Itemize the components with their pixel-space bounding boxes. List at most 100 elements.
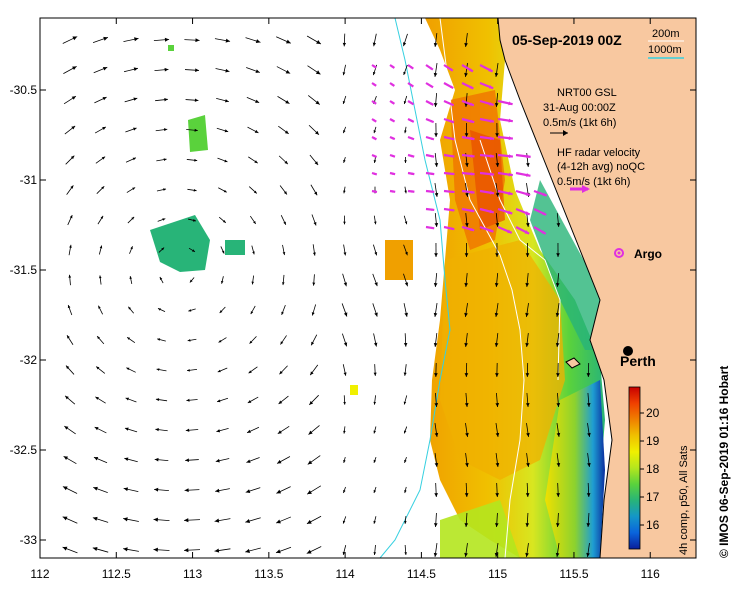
model-vector-arrow bbox=[245, 487, 261, 493]
model-vector-arrow bbox=[68, 274, 72, 286]
model-vector-arrow bbox=[215, 458, 230, 463]
model-vector-arrow bbox=[62, 516, 78, 524]
hf-radar-arrow bbox=[407, 100, 415, 106]
model-vector-arrow bbox=[184, 68, 200, 73]
model-vector-arrow bbox=[373, 126, 377, 134]
sst-offshore-patches bbox=[150, 45, 245, 272]
model-vector-arrow bbox=[403, 364, 407, 376]
model-vector-arrow bbox=[98, 275, 102, 285]
hf-radar-arrow bbox=[461, 153, 475, 158]
map-title: 05-Sep-2019 00Z bbox=[512, 32, 622, 48]
hf-radar-arrow bbox=[425, 82, 434, 89]
model-vector-arrow bbox=[495, 152, 500, 168]
model-vector-arrow bbox=[127, 216, 135, 224]
model-vector-arrow bbox=[433, 512, 438, 528]
hf-radar-arrow bbox=[533, 208, 547, 216]
model-vector-arrow bbox=[123, 67, 139, 73]
model-vector-arrow bbox=[404, 456, 407, 464]
hf-radar-arrow bbox=[371, 100, 377, 105]
model-vector-arrow bbox=[434, 362, 438, 378]
model-vector-arrow bbox=[494, 303, 499, 317]
hf-radar-arrow bbox=[389, 118, 396, 123]
model-vector-arrow bbox=[188, 247, 196, 253]
model-vector-arrow bbox=[217, 157, 228, 163]
model-vector-arrow bbox=[185, 98, 199, 102]
model-vector-arrow bbox=[308, 124, 320, 136]
model-vector-arrow bbox=[184, 38, 200, 43]
y-tick-label: -31.5 bbox=[10, 263, 38, 277]
model-vector-arrow bbox=[312, 244, 316, 256]
model-vector-arrow bbox=[158, 247, 165, 253]
model-vector-arrow bbox=[123, 517, 139, 522]
model-vector-arrow bbox=[186, 158, 198, 162]
model-vector-arrow bbox=[311, 214, 317, 226]
model-vector-arrow bbox=[404, 516, 407, 524]
x-tick-label: 115.5 bbox=[559, 567, 588, 581]
model-vector-arrow bbox=[312, 274, 316, 286]
model-vector-arrow bbox=[587, 453, 591, 467]
hf-radar-arrow bbox=[461, 207, 475, 213]
hf-radar-arrow bbox=[461, 64, 474, 73]
model-vector-arrow bbox=[403, 273, 409, 287]
model-vector-arrow bbox=[372, 303, 378, 317]
model-vector-arrow bbox=[586, 482, 591, 498]
hf-radar-arrow bbox=[461, 117, 475, 124]
model-vector-arrow bbox=[404, 186, 407, 194]
model-vector-arrow bbox=[95, 366, 106, 374]
model-vector-arrow bbox=[156, 158, 167, 162]
hf-radar-arrow bbox=[443, 153, 455, 158]
credit-text: © IMOS 06-Sep-2019 01:16 Hobart bbox=[717, 366, 731, 558]
hf-radar-vectors bbox=[371, 64, 548, 235]
hf-radar-arrow bbox=[479, 81, 494, 90]
model-vector-arrow bbox=[65, 155, 75, 165]
model-vector-arrow bbox=[278, 155, 289, 165]
hf-radar-arrow bbox=[371, 171, 378, 176]
model-vector-arrow bbox=[404, 156, 407, 164]
model-vector-arrow bbox=[525, 392, 530, 408]
model-vector-arrow bbox=[215, 68, 230, 73]
model-vector-arrow bbox=[280, 335, 287, 345]
model-vector-arrow bbox=[123, 487, 139, 493]
model-vector-arrow bbox=[97, 305, 104, 315]
hf-radar-arrow bbox=[443, 225, 455, 231]
x-tick-label: 115 bbox=[488, 567, 507, 581]
y-tick-label: -30.5 bbox=[10, 83, 38, 97]
hf-radar-arrow bbox=[371, 153, 378, 158]
model-vector-arrow bbox=[495, 453, 500, 467]
model-vector-arrow bbox=[216, 427, 229, 433]
model-vector-arrow bbox=[124, 427, 138, 433]
model-vector-arrow bbox=[555, 333, 560, 347]
model-vector-arrow bbox=[277, 96, 290, 104]
model-vector-arrow bbox=[246, 96, 260, 104]
model-vector-arrow bbox=[494, 92, 499, 108]
hf-radar-arrow bbox=[497, 153, 513, 159]
model-vector-arrow bbox=[555, 512, 560, 528]
model-vector-arrow bbox=[251, 245, 255, 255]
model-vector-arrow bbox=[495, 212, 500, 228]
model-vector-arrow bbox=[93, 456, 108, 464]
model-vector-arrow bbox=[465, 453, 469, 467]
model-vector-arrow bbox=[183, 518, 201, 523]
model-vector-arrow bbox=[341, 333, 348, 347]
model-vector-arrow bbox=[373, 244, 378, 256]
model-vector-arrow bbox=[153, 37, 170, 42]
colorbar-label: 4h comp, p50, All Sats bbox=[678, 445, 690, 555]
colorbar-tick-label: 16 bbox=[646, 518, 660, 532]
model-vector-arrow bbox=[280, 215, 287, 225]
contour-1000m bbox=[379, 18, 451, 558]
model-vector-arrow bbox=[494, 272, 499, 288]
model-vector-arrow bbox=[342, 33, 347, 47]
model-vector-arrow bbox=[433, 272, 438, 288]
model-vector-arrow bbox=[556, 242, 560, 258]
hf-radar-arrow bbox=[479, 135, 495, 141]
model-vector-arrow bbox=[373, 456, 377, 464]
model-vector-arrow bbox=[494, 333, 499, 347]
hf-radar-arrow bbox=[497, 99, 513, 106]
model-vector-arrow bbox=[434, 242, 438, 258]
model-vector-arrow bbox=[495, 423, 500, 437]
hf-radar-arrow bbox=[407, 171, 415, 176]
model-vector-arrow bbox=[434, 183, 439, 197]
model-vector-arrow bbox=[309, 154, 319, 166]
model-vector-arrow bbox=[464, 63, 468, 77]
hf-radar-arrow bbox=[443, 82, 454, 90]
